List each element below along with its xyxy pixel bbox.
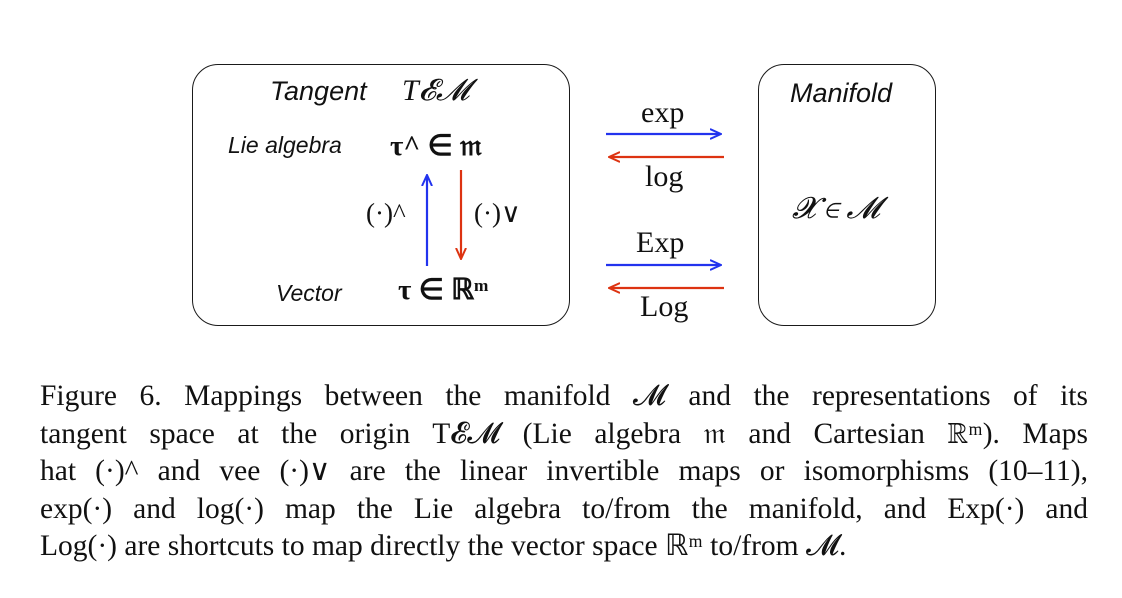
- caption-line: hat (·)^ and vee (·)∨ are the linear inv…: [40, 455, 1088, 487]
- tangent-title: Tangent: [270, 76, 367, 106]
- lie-algebra-label: Lie algebra: [228, 132, 342, 158]
- Exp-label: Exp: [636, 226, 685, 259]
- tangent-box: [192, 64, 570, 326]
- manifold-element-math: 𝓧 ∈ 𝓜: [792, 192, 881, 225]
- tangent-space-math: T𝓔𝓜: [402, 74, 470, 107]
- manifold-title: Manifold: [790, 78, 893, 108]
- caption-line: Log(·) are shortcuts to map directly the…: [40, 530, 847, 562]
- exp-label: exp: [641, 96, 685, 129]
- lie-algebra-math: τ^ ∈ 𝔪: [390, 130, 482, 162]
- manifold-box: [758, 64, 936, 326]
- Log-label: Log: [640, 290, 689, 323]
- caption-line: Figure 6. Mappings between the manifold …: [40, 380, 1088, 412]
- vector-math: τ ∈ ℝᵐ: [398, 274, 489, 306]
- hat-map-label: (·)^: [366, 198, 406, 228]
- caption-line: exp(·) and log(·) map the Lie algebra to…: [40, 492, 1088, 525]
- caption-line: tangent space at the origin T𝓔𝓜 (Lie alg…: [40, 417, 1088, 450]
- vee-map-label: (·)∨: [474, 198, 521, 228]
- log-label: log: [645, 160, 684, 193]
- vector-label: Vector: [276, 280, 342, 306]
- figure-caption: Figure 6. Mappings between the manifold …: [40, 378, 1088, 566]
